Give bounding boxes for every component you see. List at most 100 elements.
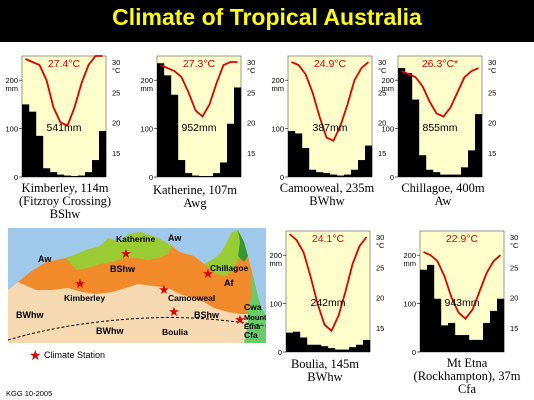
map-label-mount: Mount [244, 313, 266, 322]
precip-bar [192, 175, 200, 177]
precip-bar [43, 168, 51, 177]
precip-bar [426, 169, 434, 177]
precip-bar [420, 269, 428, 352]
precip-bar [307, 344, 315, 352]
temp-tick-label: 15 [376, 324, 384, 333]
temp-tick-label: 20 [112, 119, 120, 128]
caption-line: Cfa [457, 382, 477, 396]
temp-unit-label: °C [247, 66, 256, 75]
precip-bar [199, 176, 207, 177]
caption-line: Awg [183, 196, 207, 210]
title-bar [0, 0, 534, 42]
precip-bar [349, 347, 357, 352]
chart-svg: 27.3°C 952mm 30 25 20 15 °C 200 100 0 mm [140, 55, 256, 182]
station-star-icon: ★ [202, 266, 214, 281]
map-label-af: Af [224, 278, 234, 288]
footer-credit: KGG 10-2005 [6, 389, 53, 398]
temp-tick-label: 30 [510, 233, 518, 242]
mean-temp-label: 24.9°C [314, 58, 347, 70]
precip-tick-label: 100 [271, 125, 284, 134]
land-rainforest [238, 230, 248, 262]
temp-tick-label: 25 [378, 88, 386, 97]
temp-unit-label: °C [376, 241, 385, 250]
temp-tick-label: 15 [378, 149, 386, 158]
annual-precip-label: 952mm [181, 122, 216, 134]
annual-precip-label: 541mm [46, 122, 81, 134]
precip-unit-label: mm [404, 259, 417, 268]
precip-tick-label: 0 [278, 348, 282, 357]
caption-camooweal: Camooweal, 235m BWhw [272, 182, 382, 208]
chart-svg: 22.9°C 943mm 30 25 20 15 °C 200 100 0 mm [403, 230, 519, 357]
precip-bar [448, 322, 456, 352]
temp-tick-label: 25 [247, 88, 255, 97]
precip-bar [295, 133, 303, 177]
precip-bar [185, 173, 193, 177]
caption-line: Aw [434, 194, 452, 208]
temp-tick-label: 15 [112, 149, 120, 158]
temp-unit-label: °C [488, 66, 497, 75]
precip-tick-label: 0 [412, 348, 416, 357]
map-label-aw-west: Aw [38, 254, 52, 264]
caption-line: (Fitzroy Crossing) [18, 194, 111, 208]
temp-tick-label: 20 [376, 294, 384, 303]
caption-line: Chillagoe, 400m [401, 181, 485, 195]
caption-katherine: Katherine, 107m Awg [140, 184, 250, 210]
precip-bar [321, 346, 329, 352]
precip-bar [497, 298, 505, 352]
temp-tick-label: 30 [378, 58, 386, 67]
precip-bar [344, 174, 352, 177]
temp-tick-label: 25 [112, 88, 120, 97]
precip-bar [440, 174, 448, 177]
map-label-katherine: Katherine [116, 234, 155, 244]
temp-tick-label: 30 [112, 58, 120, 67]
caption-line: BWhw [309, 194, 345, 208]
precip-tick-label: 200 [403, 251, 416, 260]
precip-bar [78, 175, 86, 177]
precip-bar [85, 172, 93, 177]
precip-tick-label: 200 [381, 76, 394, 85]
climate-map: Katherine Aw Aw BShw Chillagoe Af Kimberley Cam… [7, 228, 267, 373]
chart-svg: 27.4°C 541mm 30 25 20 15 °C 200 100 0 mm [5, 55, 121, 182]
precip-tick-label: 100 [140, 125, 153, 134]
precip-bar [469, 339, 477, 352]
map-label-etna: Etna [244, 322, 261, 331]
temp-unit-label: °C [510, 241, 519, 250]
precip-bar [71, 176, 79, 177]
precip-tick-label: 0 [149, 173, 153, 182]
station-star-icon: ★ [158, 282, 170, 297]
station-star-icon: ★ [234, 312, 246, 327]
precip-bar [316, 172, 324, 177]
precip-bar [220, 162, 228, 177]
temp-line [25, 55, 103, 127]
caption-mt-etna: Mt Etna (Rockhampton), 37m Cfa [400, 357, 534, 396]
caption-boulia: Boulia, 145m BWhw [270, 358, 380, 384]
precip-bar [328, 348, 336, 352]
caption-line: (Rockhampton), 37m [413, 369, 521, 383]
precip-bar [412, 99, 420, 177]
precip-tick-label: 200 [271, 76, 284, 85]
caption-kimberley: Kimberley, 114m (Fitzroy Crossing) BShw [0, 182, 130, 221]
temp-unit-label: °C [112, 66, 121, 75]
map-label-chillagoe: Chillagoe [210, 263, 249, 273]
precip-bar [300, 337, 308, 352]
temp-line [291, 61, 370, 142]
precip-tick-label: 200 [140, 76, 153, 85]
precip-bar [434, 298, 442, 352]
precip-bar [398, 68, 406, 177]
precip-bar [213, 173, 221, 177]
land-savanna-north [66, 232, 172, 270]
map-label-bshw-east: BShw [194, 310, 220, 320]
caption-line: BWhw [307, 370, 343, 384]
legend-label: Climate Station [44, 350, 106, 360]
precip-bar [286, 332, 294, 352]
precip-bar [64, 175, 72, 177]
precip-bar [454, 174, 462, 177]
station-star-icon: ★ [120, 246, 132, 261]
caption-chillagoe: Chillagoe, 400m Aw [388, 182, 498, 208]
precip-bar [461, 167, 469, 177]
temp-tick-label: 20 [510, 294, 518, 303]
precip-bar [293, 331, 301, 352]
precip-bar [50, 172, 58, 177]
precip-bar [234, 87, 242, 177]
